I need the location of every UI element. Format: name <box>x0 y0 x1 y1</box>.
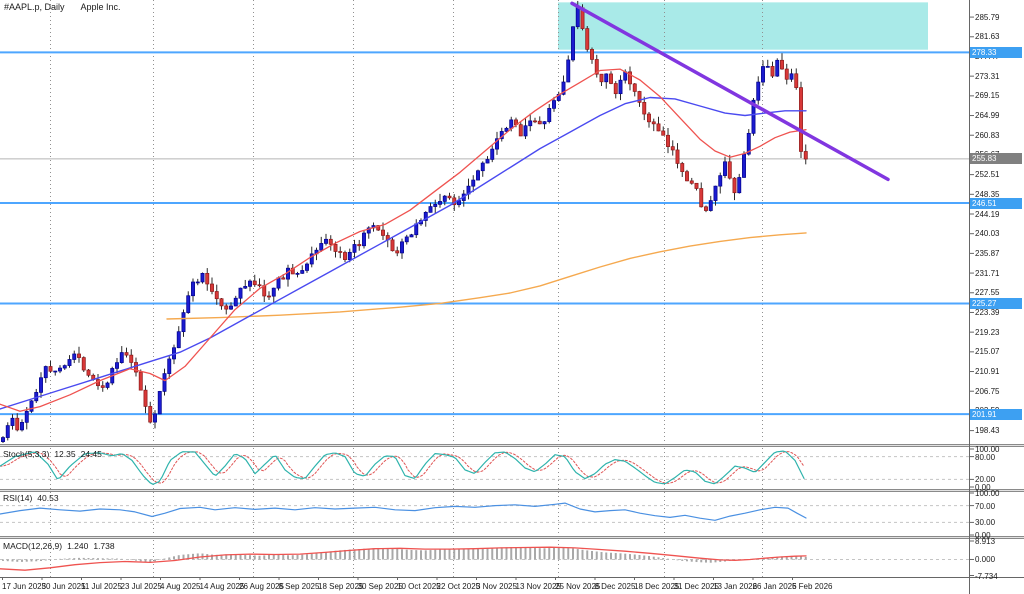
price-tick-label: 260.83 <box>975 130 1000 140</box>
ma-orange-line <box>166 232 807 320</box>
current-price-badge: 255.83 <box>970 153 1022 165</box>
price-tick-label: 273.31 <box>975 71 1000 81</box>
price-line-badge: 201.91 <box>970 408 1022 420</box>
stoch-name: Stoch(5,3,3) <box>3 449 50 459</box>
macd-name: MACD(12,26,9) <box>3 541 63 551</box>
date-tick-label: 30 Sep 2025 <box>357 582 403 591</box>
ma-blue-line <box>0 96 807 410</box>
date-tick-label: 17 Jun 2025 <box>2 582 47 591</box>
price-tick-label: 248.35 <box>975 189 1000 199</box>
horizontal-price-lines[interactable] <box>0 51 969 416</box>
date-tick-label: 8 Sep 2025 <box>278 582 320 591</box>
macd-level-label: 0.000 <box>975 555 996 565</box>
price-tick-label: 252.51 <box>975 170 1000 180</box>
company-name-label: Apple Inc. <box>80 2 121 12</box>
price-tick-label: 285.79 <box>975 12 1000 22</box>
stoch-level-label: 20.00 <box>975 475 996 485</box>
price-tick-label: 227.55 <box>975 288 1000 298</box>
date-tick-label: 22 Oct 2025 <box>436 582 481 591</box>
price-tick-label: 235.87 <box>975 248 1000 258</box>
date-tick-label: 3 Nov 2025 <box>476 582 517 591</box>
date-tick-label: 11 Jul 2025 <box>81 582 122 591</box>
rsi-panel[interactable] <box>0 502 969 523</box>
rsi-level-label: 100.00 <box>975 489 1000 498</box>
date-tick-label: 26 Aug 2025 <box>239 582 284 591</box>
date-tick-label: 26 Jan 2026 <box>752 582 797 591</box>
rsi-level-label: 30.00 <box>975 518 996 528</box>
date-tick-label: 31 Dec 2025 <box>673 582 719 591</box>
date-tick-label: 30 Jun 2025 <box>41 582 86 591</box>
rsi-level-label: 70.00 <box>975 501 996 511</box>
supply-zone-rectangle[interactable] <box>558 2 928 50</box>
price-tick-label: 210.91 <box>975 367 1000 377</box>
macd-value-main: 1.240 <box>67 541 89 551</box>
date-tick-label: 10 Oct 2025 <box>397 582 441 591</box>
date-tick-label: 14 Aug 2025 <box>199 582 245 591</box>
rsi-indicator-label: RSI(14) 40.53 <box>3 493 59 503</box>
price-tick-label: 231.71 <box>975 268 1000 278</box>
ma-red-line <box>0 68 807 412</box>
price-tick-label: 198.43 <box>975 426 1000 436</box>
descending-trendline[interactable] <box>570 1 890 182</box>
rsi-level-label: 0.00 <box>975 531 991 540</box>
date-tick-label: 23 Jul 2025 <box>120 582 162 591</box>
date-tick-label: 18 Sep 2025 <box>318 582 364 591</box>
price-tick-label: 240.03 <box>975 229 1000 239</box>
stoch-value-signal: 24.45 <box>80 449 102 459</box>
price-tick-label: 223.39 <box>975 307 1000 317</box>
date-tick-label: 4 Aug 2025 <box>160 582 201 591</box>
macd-level-label: -7.734 <box>975 571 998 581</box>
rsi-name: RSI(14) <box>3 493 33 503</box>
macd-level-label: 8.913 <box>975 537 996 546</box>
date-tick-label: 13 Nov 2025 <box>515 582 561 591</box>
price-tick-label: 206.75 <box>975 386 1000 396</box>
stoch-value-main: 12.35 <box>54 449 76 459</box>
price-tick-label: 264.99 <box>975 111 1000 121</box>
panel-separators <box>0 444 1024 539</box>
price-tick-label: 244.19 <box>975 209 1000 219</box>
date-tick-label: 13 Jan 2026 <box>713 582 758 591</box>
price-line-badge: 225.27 <box>970 298 1022 310</box>
date-tick-label: 25 Nov 2025 <box>555 582 601 591</box>
date-tick-label: 8 Dec 2025 <box>594 582 636 591</box>
macd-panel[interactable] <box>0 546 969 571</box>
stochastic-panel[interactable] <box>0 450 969 485</box>
price-tick-label: 219.23 <box>975 327 1000 337</box>
date-tick-label: 5 Feb 2026 <box>792 582 833 591</box>
price-tick-label: 281.63 <box>975 32 1000 42</box>
stoch-level-label: 80.00 <box>975 452 996 462</box>
macd-value-signal: 1.738 <box>93 541 115 551</box>
chart-title: #AAPL.p, Daily Apple Inc. <box>4 2 121 12</box>
rsi-value: 40.53 <box>37 493 59 503</box>
price-tick-label: 215.07 <box>975 347 1000 357</box>
month-separators <box>50 0 763 577</box>
stoch-level-label: 100.00 <box>975 445 1000 454</box>
price-line-badge: 246.51 <box>970 197 1022 209</box>
price-line-badge: 278.33 <box>970 46 1022 58</box>
price-tick-label: 269.15 <box>975 91 1000 101</box>
stoch-indicator-label: Stoch(5,3,3) 12.35 24.45 <box>3 449 102 459</box>
macd-indicator-label: MACD(12,26,9) 1.240 1.738 <box>3 541 115 551</box>
symbol-period-label: #AAPL.p, Daily <box>4 2 65 12</box>
date-tick-label: 18 Dec 2025 <box>634 582 680 591</box>
stoch-level-label: 0.00 <box>975 483 991 492</box>
